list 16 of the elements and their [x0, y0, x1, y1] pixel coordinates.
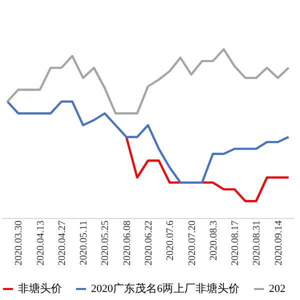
x-tick-label: 2020.08.17	[230, 220, 242, 266]
x-tick-label: 2020.08.3	[208, 220, 220, 260]
x-tick-label: 2020.07.6	[165, 220, 176, 260]
x-tick-label: 2020.07.20	[186, 220, 198, 266]
x-tick-label: 2020.08.31	[252, 220, 263, 266]
x-tick-label: 2020.05.11	[78, 220, 90, 266]
x-tick-label: 2020.05.25	[100, 220, 112, 266]
legend-label: 2020广东茂名6两上厂非塘头价	[91, 282, 240, 295]
x-tick-label: 2020.04.27	[56, 220, 68, 266]
legend-label: 非塘头价	[18, 282, 62, 295]
x-tick-label: 2020.03.30	[14, 220, 25, 266]
x-tick-label: 2020.06.08	[122, 220, 133, 266]
legend-label: 202	[269, 283, 286, 295]
x-tick-label: 2020.09.14	[273, 220, 284, 266]
x-tick-label: 2020.06.22	[144, 220, 154, 266]
x-tick-label: 2020.04.13	[35, 220, 46, 266]
